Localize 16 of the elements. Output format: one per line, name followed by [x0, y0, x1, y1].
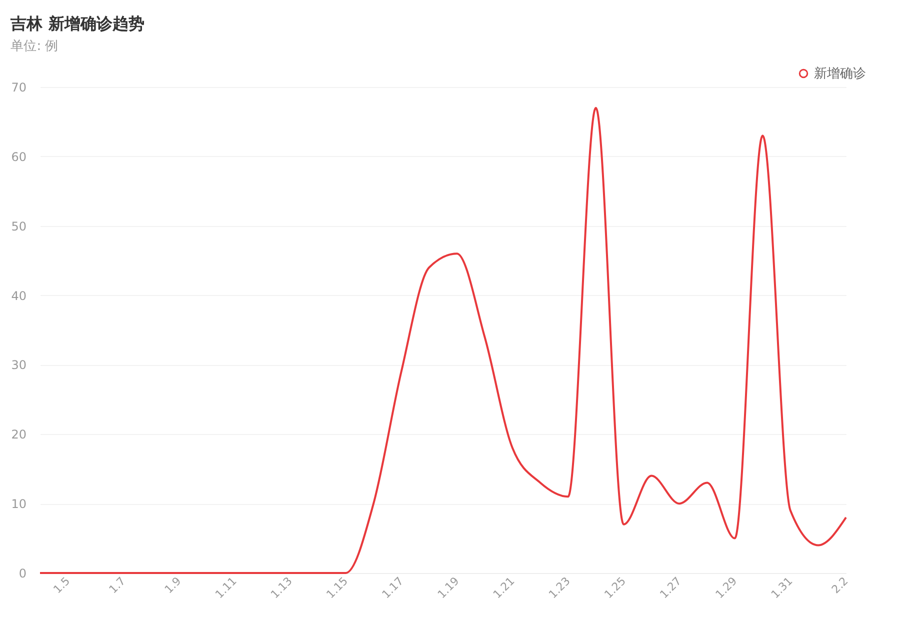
- y-tick-label: 50: [11, 219, 26, 234]
- chart-subtitle: 单位: 例: [10, 39, 58, 54]
- y-tick-label: 20: [11, 428, 26, 442]
- legend-label: 新增确诊: [814, 66, 866, 82]
- y-tick-label: 0: [18, 566, 26, 580]
- y-tick-label: 40: [11, 288, 26, 303]
- x-tick-label: 2.2: [829, 574, 851, 596]
- y-tick-label: 60: [11, 150, 26, 164]
- x-tick-label: 1.9: [162, 574, 184, 596]
- y-tick-label: 10: [11, 497, 26, 512]
- chart-title: 吉林 新增确诊趋势: [10, 14, 144, 33]
- x-tick-label: 1.5: [50, 574, 73, 596]
- y-tick-label: 70: [11, 80, 26, 94]
- line-series: [39, 106, 847, 574]
- y-tick-label: 30: [11, 358, 26, 372]
- x-tick-label: 1.7: [106, 574, 128, 596]
